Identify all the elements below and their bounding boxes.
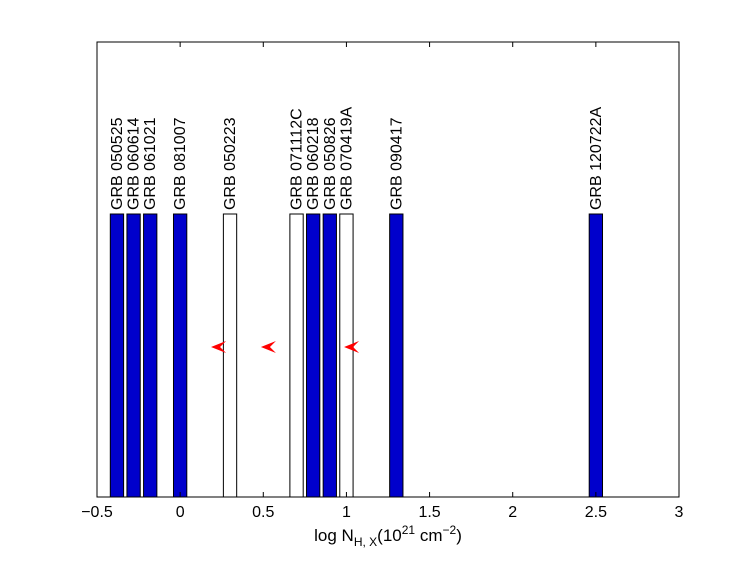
bar-label-0: GRB 050525 [109,117,126,210]
plot-area-frame [96,41,680,498]
bar-label-8: GRB 070419A [338,106,355,210]
x-axis-ticks-layer: −0.5 0 0.5 1 1.5 2 2.5 3 [81,42,684,521]
bar-2 [143,213,158,498]
bar-8 [339,213,354,498]
upper-limit-arrows-layer [211,341,360,353]
bar-4 [222,213,238,498]
bar-label-3: GRB 081007 [172,117,189,210]
x-tick-label-4: 1.5 [418,504,440,521]
x-axis-label-paren-open: (10 [377,526,402,545]
x-tick-label-7: 3 [675,504,684,521]
x-tick-label-0: −0.5 [81,504,113,521]
x-tick-label-3: 1 [342,504,351,521]
x-tick-label-6: 2.5 [585,504,607,521]
upper-limit-arrow-1 [260,341,276,353]
x-axis-label: log NH, X(1021 cm−2) [314,523,462,549]
x-tick-label-5: 2 [508,504,517,521]
bars-layer [109,213,604,498]
upper-limit-arrow-0 [211,341,227,353]
bar-labels-layer: GRB 050525 GRB 060614 GRB 061021 GRB 081007… [109,106,605,210]
bar-label-7: GRB 050826 [322,117,339,210]
bar-label-2: GRB 061021 [142,117,159,210]
bar-5 [289,213,304,498]
bar-7 [322,213,337,498]
bar-1 [126,213,141,498]
bar-label-1: GRB 060614 [126,117,143,210]
x-tick-label-1: 0 [176,504,185,521]
bar-label-10: GRB 120722A [588,106,605,210]
x-tick-label-2: 0.5 [252,504,274,521]
bar-label-5: GRB 071112C [289,108,306,210]
upper-limit-arrow-2 [344,341,360,353]
bar-label-4: GRB 050223 [222,117,239,210]
bar-label-9: GRB 090417 [388,117,405,210]
bar-3 [172,213,188,498]
x-axis-label-subscript: H, X [354,535,377,549]
x-axis-label-unit-exponent: −2 [443,523,457,537]
x-axis-label-paren-close: ) [456,526,462,545]
x-axis-label-main: log N [314,526,354,545]
bar-0 [109,213,125,498]
bar-9 [389,213,404,498]
bar-label-6: GRB 060218 [305,117,322,210]
bar-10 [588,213,604,498]
bar-6 [306,213,321,498]
x-axis-label-unit: cm [415,526,442,545]
x-axis-label-exponent: 21 [402,523,416,537]
